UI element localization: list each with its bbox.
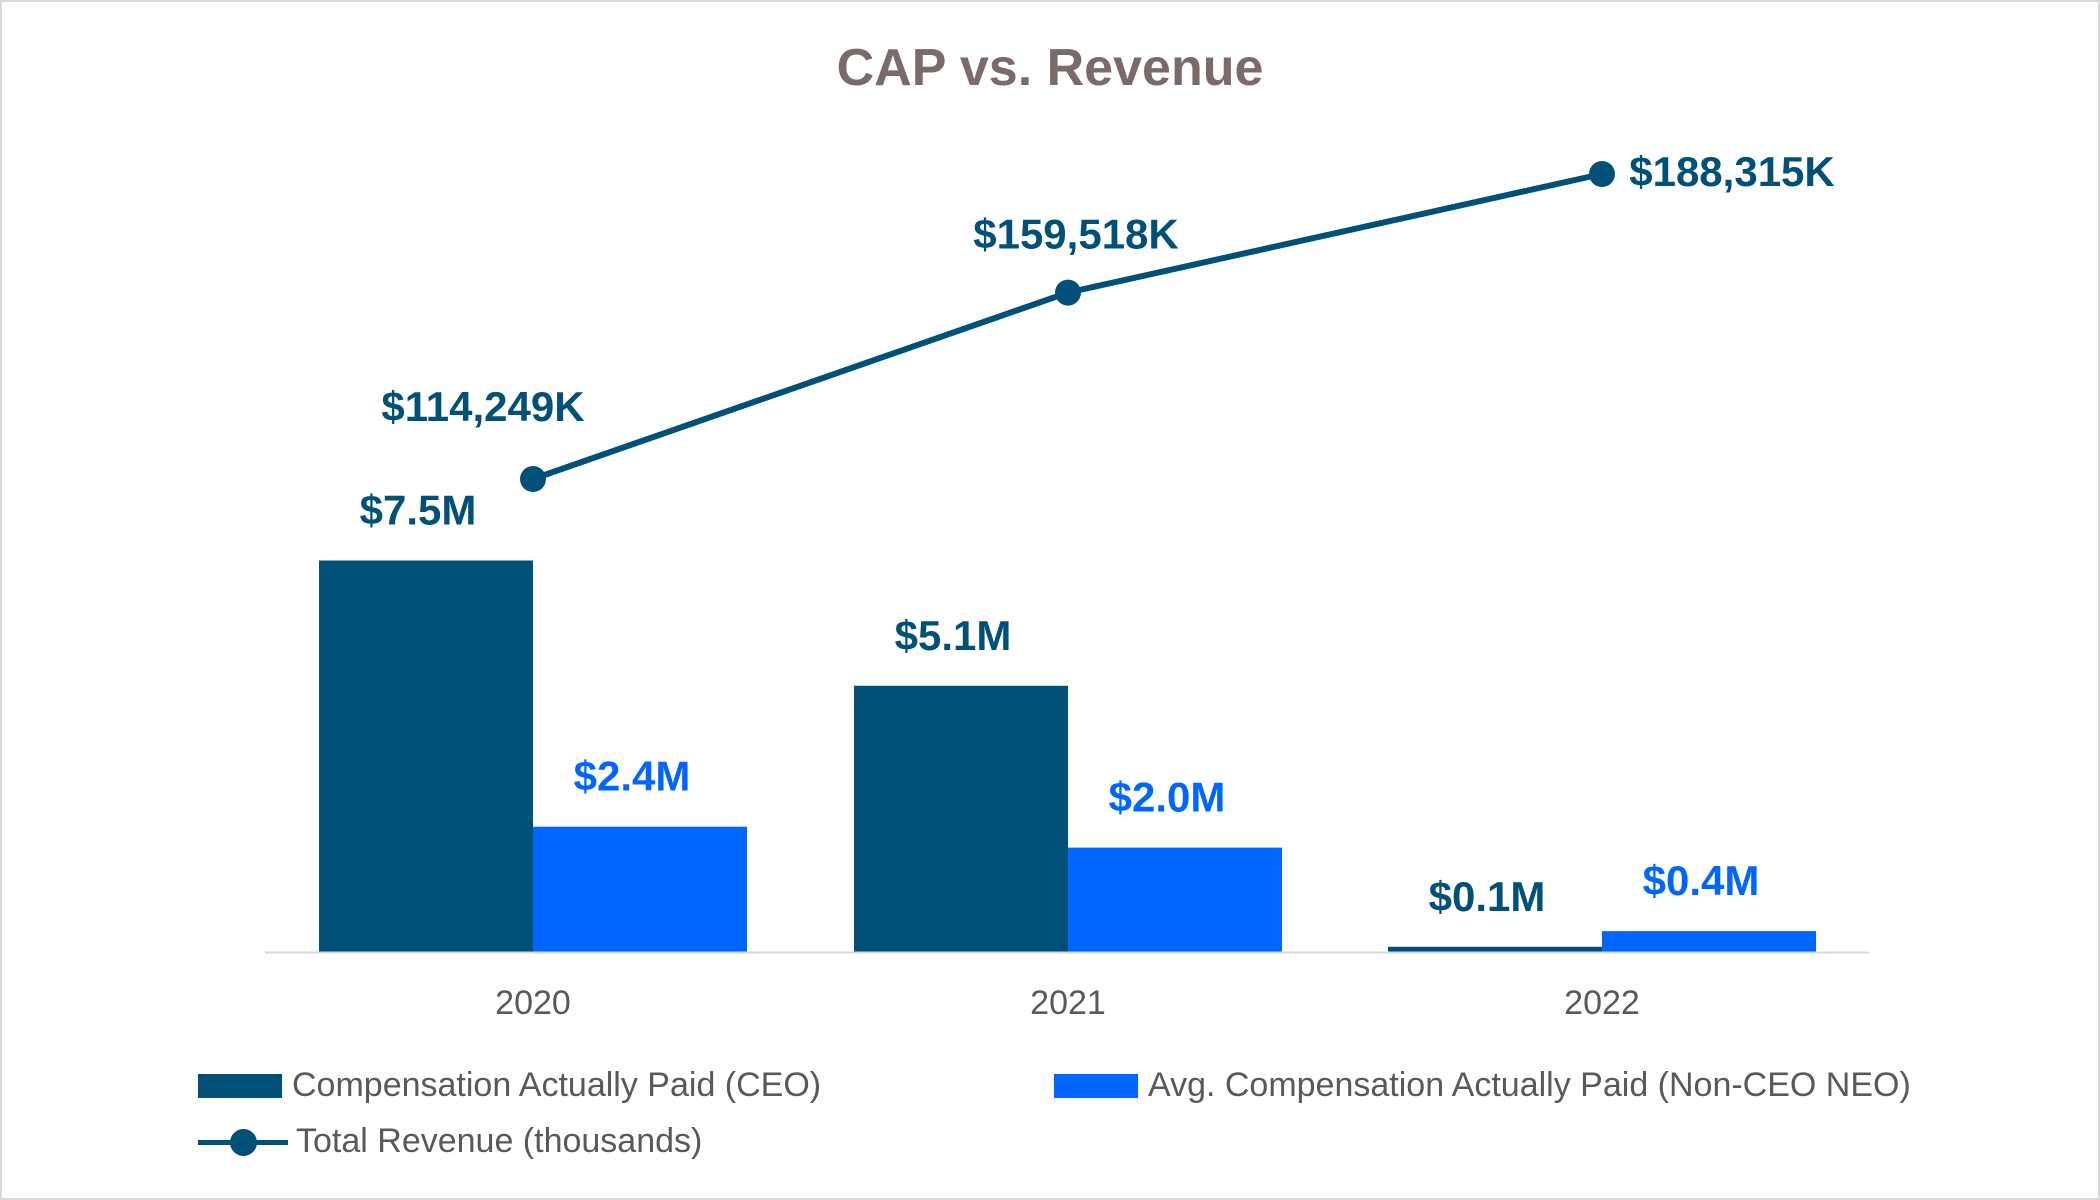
bar-ceo-2022 bbox=[1388, 946, 1602, 952]
bar-non-ceo-2021 bbox=[1068, 847, 1282, 952]
data-label-ceo-2022: $0.1M bbox=[1429, 873, 1546, 920]
bar-non-ceo-2022 bbox=[1602, 931, 1816, 952]
bar-ceo-2021 bbox=[854, 685, 1068, 952]
legend-item-non-ceo: Avg. Compensation Actually Paid (Non-CEO… bbox=[1054, 1066, 1911, 1105]
data-label-ceo-2020: $7.5M bbox=[360, 487, 477, 534]
legend-item-revenue: Total Revenue (thousands) bbox=[198, 1122, 702, 1161]
legend-swatch-revenue bbox=[198, 1127, 288, 1157]
bar-ceo-2020 bbox=[319, 560, 533, 952]
data-label-non-ceo-2020: $2.4M bbox=[574, 753, 691, 800]
data-label-non-ceo-2022: $0.4M bbox=[1643, 857, 1760, 904]
legend-item-ceo: Compensation Actually Paid (CEO) bbox=[198, 1066, 821, 1105]
data-label-revenue-2021: $159,518K bbox=[973, 211, 1179, 258]
data-label-non-ceo-2021: $2.0M bbox=[1109, 774, 1226, 821]
x-tick-label-2020: 2020 bbox=[495, 984, 571, 1022]
chart-title: CAP vs. Revenue bbox=[836, 39, 1264, 97]
data-label-revenue-2020: $114,249K bbox=[381, 383, 584, 430]
legend-label-ceo: Compensation Actually Paid (CEO) bbox=[292, 1066, 822, 1104]
x-tick-label-2021: 2021 bbox=[1030, 984, 1106, 1022]
legend-swatch-ceo bbox=[198, 1073, 282, 1098]
legend-swatch-non-ceo bbox=[1054, 1073, 1138, 1098]
data-label-ceo-2021: $5.1M bbox=[895, 612, 1012, 659]
revenue-point-2021 bbox=[1055, 279, 1081, 306]
revenue-point-2020 bbox=[520, 466, 546, 492]
bar-non-ceo-2020 bbox=[533, 826, 747, 952]
revenue-point-2022 bbox=[1589, 161, 1615, 187]
legend-label-non-ceo: Avg. Compensation Actually Paid (Non-CEO… bbox=[1148, 1066, 1911, 1104]
legend-label-revenue: Total Revenue (thousands) bbox=[296, 1122, 703, 1160]
data-label-revenue-2022: $188,315K bbox=[1629, 148, 1835, 195]
x-tick-label-2022: 2022 bbox=[1564, 984, 1640, 1022]
